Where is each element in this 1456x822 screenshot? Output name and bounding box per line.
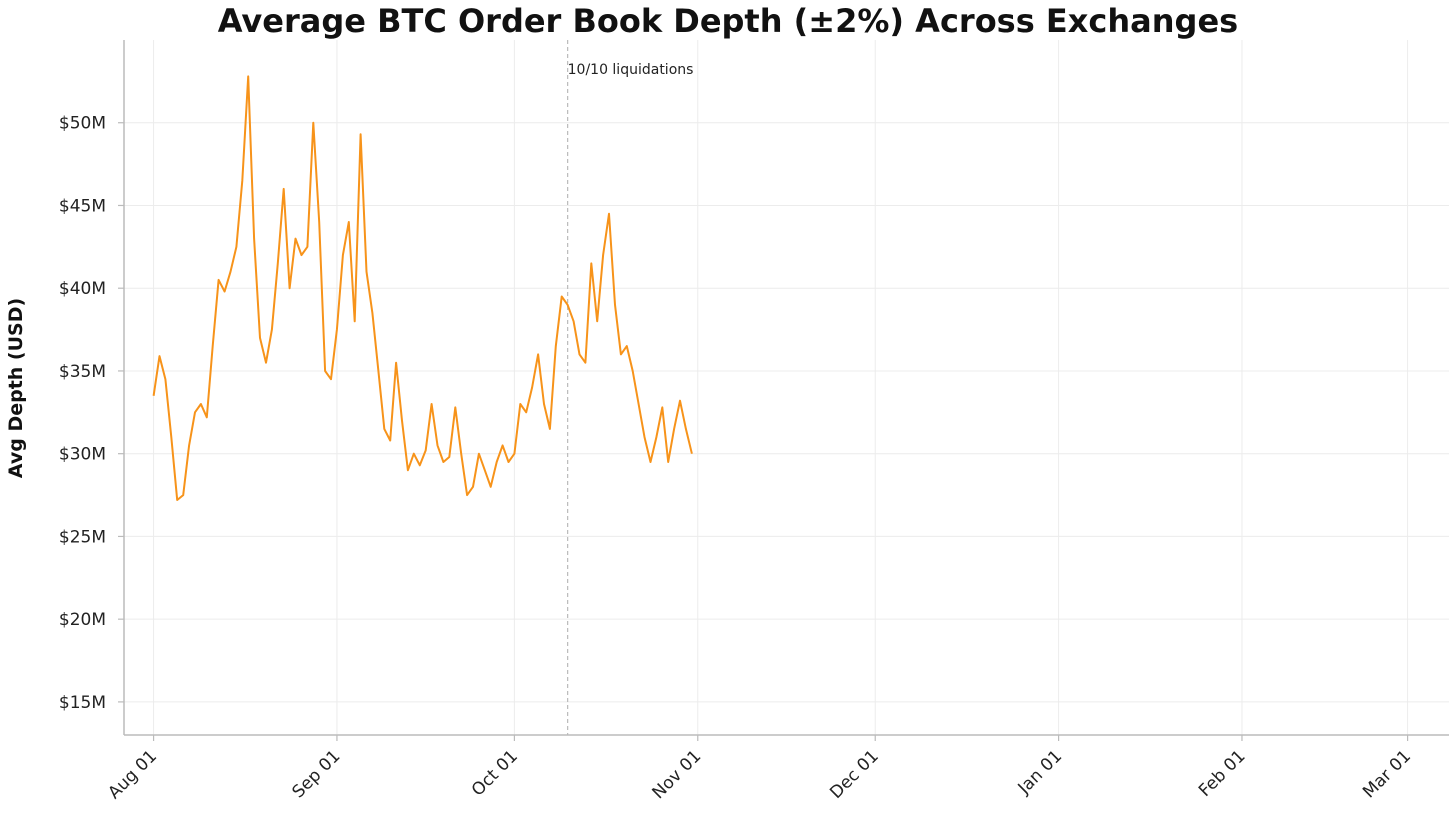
x-tick-label: Aug 01: [104, 746, 161, 803]
annotations: 10/10 liquidations: [567, 40, 694, 735]
y-tick-label: $30M: [59, 445, 106, 465]
y-axis-label: Avg Depth (USD): [5, 298, 27, 478]
x-tick-label: Sep 01: [289, 746, 345, 802]
axes: [123, 40, 1449, 736]
grid: [124, 40, 1449, 735]
x-tick-label: Nov 01: [649, 746, 706, 803]
x-ticks: Aug 01 Sep 01 Oct 01 Nov 01 Dec 01 Jan 01 Feb …: [104, 735, 1415, 803]
y-tick-label: $50M: [59, 114, 106, 134]
x-tick-label: Feb 01: [1195, 746, 1250, 801]
x-tick-label: Mar 01: [1359, 746, 1415, 802]
x-tick-label: Jan 01: [1014, 746, 1067, 799]
y-ticks: $15M $20M $25M $30M $35M $40M $45M $50M: [59, 114, 124, 713]
series-layer: [152, 75, 693, 501]
y-tick-label: $40M: [59, 279, 106, 299]
annotation-label: 10/10 liquidations: [568, 62, 694, 78]
y-tick-label: $15M: [59, 693, 106, 713]
y-tick-label: $25M: [59, 527, 106, 547]
chart-title: Average BTC Order Book Depth (±2%) Acros…: [218, 2, 1238, 40]
x-tick-label: Dec 01: [826, 746, 883, 803]
x-tick-label: Oct 01: [468, 746, 522, 800]
y-tick-label: $20M: [59, 610, 106, 630]
y-tick-label: $35M: [59, 362, 106, 382]
series-line: [152, 75, 693, 501]
y-tick-label: $45M: [59, 196, 106, 216]
